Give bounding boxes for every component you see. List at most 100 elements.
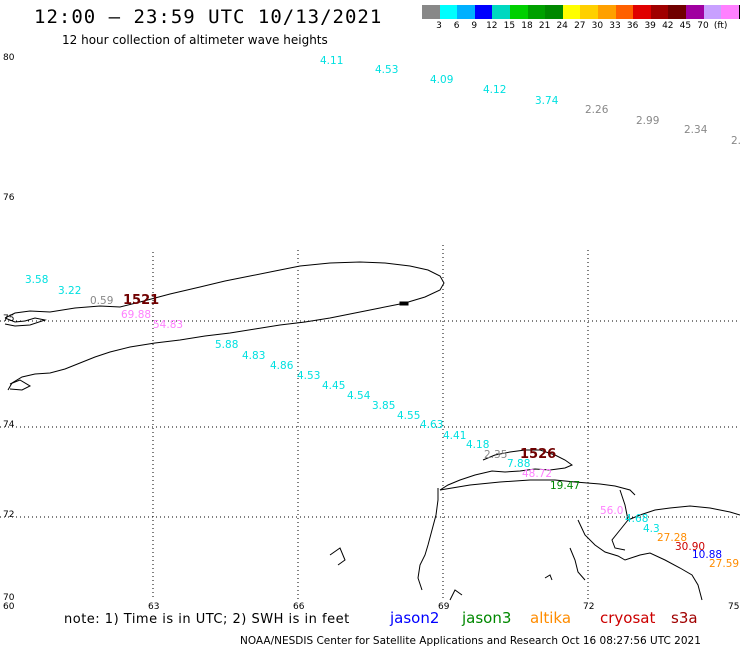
wave-height-label: 4.53 (375, 64, 398, 76)
wave-height-label: 4.11 (320, 55, 343, 67)
color-scale-swatch (562, 5, 581, 19)
color-scale-swatch (457, 5, 475, 19)
wave-height-label: 4.53 (297, 370, 320, 382)
color-scale-labels: 3 6 9 12 15 18 21 24 27 30 33 36 39 42 45 70 (ft) (422, 21, 740, 33)
credit-line: NOAA/NESDIS Center for Satellite Applica… (240, 635, 701, 647)
wave-height-label: 5.88 (215, 339, 238, 351)
color-scale-swatch (703, 5, 722, 19)
color-scale-swatch (685, 5, 704, 19)
wave-height-label: 1521 (123, 293, 159, 308)
wave-height-label: 3.58 (25, 274, 48, 286)
wave-height-label: 7.88 (507, 458, 530, 470)
wave-height-label: 0.59 (90, 295, 113, 307)
color-scale-swatch (650, 5, 669, 19)
color-scale-swatch (615, 5, 634, 19)
color-scale-swatch (580, 5, 598, 19)
wave-height-label: 30.90 (675, 541, 705, 553)
color-scale-label: (ft) (713, 21, 728, 31)
map-subtitle: 12 hour collection of altimeter wave hei… (62, 33, 328, 47)
wave-height-label: 2. (731, 135, 740, 147)
color-scale-label: 27 (574, 21, 586, 31)
y-tick-label: 74 (3, 420, 15, 430)
legend-item-altika: altika (530, 609, 572, 627)
color-scale-label: 70 (697, 21, 709, 31)
color-scale-label: 3 (436, 21, 442, 31)
color-scale-swatch (422, 5, 440, 19)
color-scale-swatch (633, 5, 651, 19)
wave-height-label: 69.88 (121, 309, 151, 321)
wave-height-label: 4.09 (430, 74, 453, 86)
color-scale-swatch (545, 5, 563, 19)
wave-height-label: 3.22 (58, 285, 81, 297)
x-tick-label: 69 (438, 602, 450, 612)
wave-height-label: 4.83 (242, 350, 265, 362)
color-scale-label: 12 (486, 21, 498, 31)
wave-height-label: 54.83 (153, 319, 183, 331)
y-tick-label: 80 (3, 53, 15, 63)
wave-height-label: 1526 (520, 447, 556, 462)
legend-item-s3a: s3a (671, 609, 698, 627)
color-scale-label: 33 (609, 21, 621, 31)
color-scale-swatch (439, 5, 458, 19)
wave-height-label: 4.55 (397, 410, 420, 422)
wave-height-label: 19.47 (550, 480, 580, 492)
y-tick-label: 72 (3, 510, 14, 520)
wave-height-label: 3.85 (372, 400, 395, 412)
wave-height-label: 27.28 (657, 532, 687, 544)
legend-item-jason2: jason2 (390, 609, 440, 627)
wave-height-label: 2.35 (484, 449, 507, 461)
color-scale-swatch (668, 5, 686, 19)
wave-height-label: 56.0 (600, 505, 623, 517)
x-tick-label: 60 (3, 602, 15, 612)
wave-height-label: 3.74 (535, 95, 559, 107)
color-scale-label: 18 (521, 21, 533, 31)
color-scale-label: 45 (679, 21, 692, 31)
color-scale-swatch (721, 5, 739, 19)
wave-height-label: 4.18 (466, 439, 489, 451)
wave-height-label: 4.54 (347, 390, 371, 402)
color-scale-label: 21 (538, 21, 551, 31)
y-tick-label: 70 (3, 593, 15, 603)
grid-lines (0, 245, 740, 600)
color-scale-swatch (527, 5, 546, 19)
legend-item-cryosat: cryosat (600, 609, 656, 627)
x-tick-label: 63 (148, 602, 159, 612)
legend-item-jason3: jason3 (462, 609, 512, 627)
color-scale-label: 9 (471, 21, 478, 31)
map-title: 12:00 – 23:59 UTC 10/13/2021 (34, 6, 383, 28)
color-scale-swatch (492, 5, 510, 19)
color-scale-label: 6 (453, 21, 460, 31)
color-scale-swatch (474, 5, 493, 19)
wave-height-label: 48.72 (522, 468, 552, 480)
color-scale-swatch (738, 5, 740, 19)
wave-height-label: 4.41 (443, 430, 466, 442)
wave-height-label: 4.45 (322, 380, 345, 392)
x-tick-label: 72 (583, 602, 594, 612)
color-scale-label: 42 (662, 21, 674, 31)
wave-height-label: 4.3 (643, 523, 660, 535)
y-tick-label: 76 (3, 193, 15, 203)
wave-height-label: 27.59 (709, 558, 739, 570)
wave-height-label: 2.99 (636, 115, 659, 127)
wave-height-label: 4.12 (483, 84, 506, 96)
color-scale-label: 15 (503, 21, 516, 31)
x-tick-label: 66 (293, 602, 305, 612)
footer-note: note: 1) Time is in UTC; 2) SWH is in fe… (64, 612, 350, 627)
color-scale-label: 24 (556, 21, 568, 31)
wave-height-label: 4.63 (420, 419, 443, 431)
color-scale-label: 39 (644, 21, 656, 31)
color-scale-swatch (597, 5, 616, 19)
color-scale-swatch (509, 5, 528, 19)
coastline (4, 261, 740, 601)
wave-height-label: 4.86 (270, 360, 294, 372)
color-scale-label: 30 (591, 21, 604, 31)
wave-height-label: 10.88 (692, 549, 722, 561)
wave-height-label: 4.68 (625, 513, 648, 525)
x-tick-label: 75 (728, 602, 739, 612)
wave-height-label: 2.34 (684, 124, 708, 136)
color-scale-label: 36 (626, 21, 639, 31)
color-scale-bar (422, 5, 740, 19)
wave-height-label: 2.26 (585, 104, 609, 116)
y-tick-label: 75 (3, 314, 14, 324)
